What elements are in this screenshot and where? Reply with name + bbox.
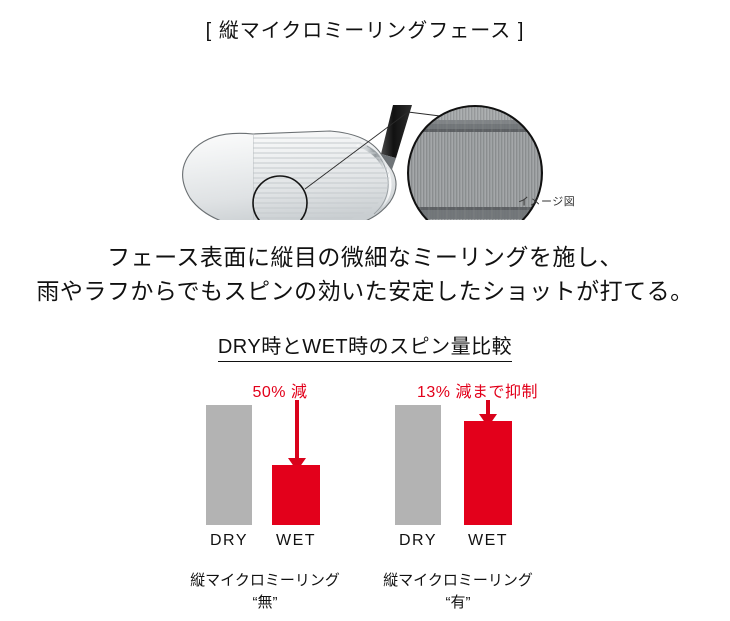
group-label-1-line2: “無” [252, 594, 278, 611]
annotation-group-2: 13% 減まで抑制 [417, 384, 538, 401]
category-label-group2-dry: DRY [399, 532, 437, 549]
callout-lines [304, 111, 441, 190]
spin-comparison-chart: DRY時とWET時のスピン量比較 50% 減 13% 減まで抑制 DRY WET… [0, 330, 730, 620]
category-label-group2-wet: WET [467, 532, 509, 549]
category-label-group1-dry: DRY [210, 532, 248, 549]
arrow-down-group-1 [287, 400, 307, 472]
product-figure: イメージ図 [0, 50, 730, 220]
description-line-1: フェース表面に縦目の微細なミーリングを施し、 [107, 244, 623, 270]
bar-group2-dry [395, 405, 441, 525]
description-text: フェース表面に縦目の微細なミーリングを施し、 雨やラフからでもスピンの効いた安定… [0, 240, 730, 308]
bar-group1-dry [206, 405, 252, 525]
callout-circle-icon [252, 175, 308, 220]
wedge-face-illustration [182, 105, 543, 220]
group-label-1-line1: 縦マイクロミーリング [190, 572, 340, 589]
bar-group2-wet [464, 421, 512, 525]
group-label-1: 縦マイクロミーリング “無” [155, 570, 375, 614]
magnified-face-circle-icon [407, 105, 543, 220]
group-label-2-line1: 縦マイクロミーリング [383, 572, 533, 589]
golf-wedge-clubhead-icon [182, 130, 397, 220]
face-grooves [253, 134, 390, 220]
chart-plot-area: 50% 減 13% 減まで抑制 DRY WET DRY WET 縦マイクロミーリ… [0, 370, 730, 620]
category-label-group1-wet: WET [275, 532, 317, 549]
description-line-2: 雨やラフからでもスピンの効いた安定したショットが打てる。 [36, 278, 694, 304]
bar-group1-wet [272, 465, 320, 525]
group-label-2: 縦マイクロミーリング “有” [348, 570, 568, 614]
chart-title: DRY時とWET時のスピン量比較 [0, 330, 730, 362]
figure-caption: イメージ図 [518, 196, 576, 208]
page-title: [ 縦マイクロミーリングフェース ] [205, 20, 525, 42]
group-label-2-line2: “有” [445, 594, 471, 611]
chart-title-text: DRY時とWET時のスピン量比較 [217, 336, 513, 362]
annotation-group-1: 50% 減 [252, 384, 308, 401]
